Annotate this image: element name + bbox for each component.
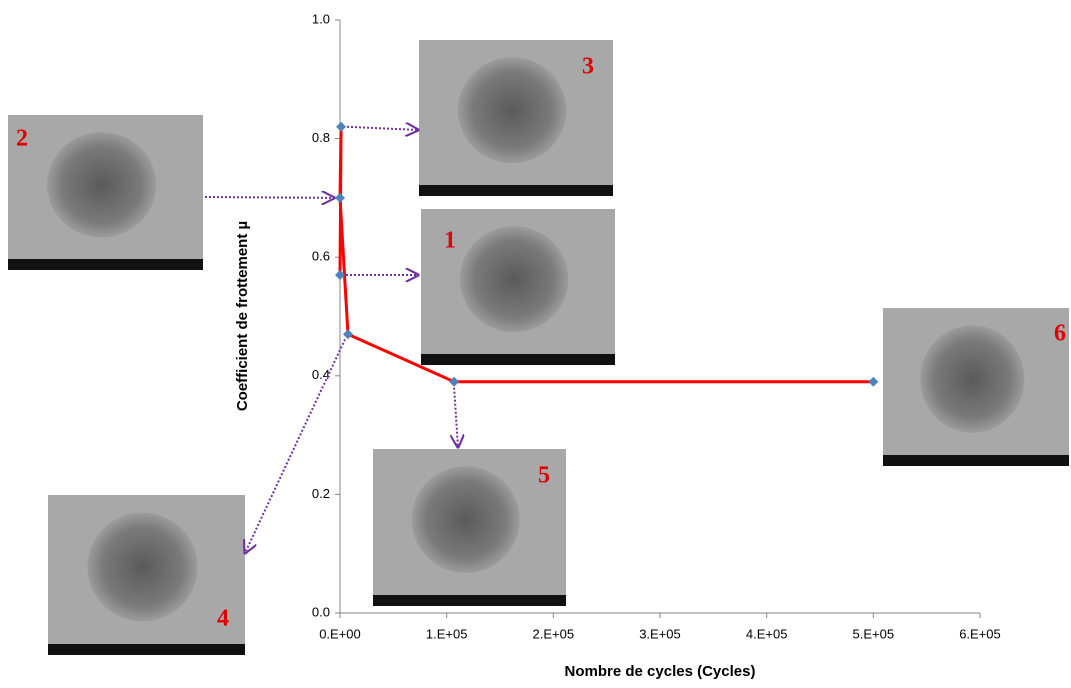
image-number: 6 (1054, 321, 1066, 347)
sem-image (883, 308, 1069, 466)
line (338, 126, 874, 384)
image-strip (883, 455, 1069, 466)
arrow (454, 387, 458, 447)
arrow (347, 127, 418, 130)
image-number: 2 (16, 126, 28, 152)
image-strip (48, 644, 245, 655)
marker (336, 121, 347, 132)
sem-image (419, 40, 613, 196)
wear-scar (47, 132, 157, 238)
marker (449, 376, 460, 387)
y-tick-label: 0.4 (312, 367, 330, 382)
y-tick-label: 0.0 (312, 604, 330, 619)
x-tick-label: 2.E+05 (533, 626, 575, 641)
image-strip (8, 259, 203, 270)
image-number: 5 (538, 463, 550, 489)
sem-image (48, 495, 245, 655)
x-tick-label: 0.E+00 (319, 626, 361, 641)
image-number: 4 (217, 606, 229, 632)
y-tick-label: 0.2 (312, 486, 330, 501)
x-tick-label: 4.E+05 (746, 626, 788, 641)
image-strip (419, 185, 613, 196)
sem-image (373, 449, 566, 606)
wear-scar (411, 466, 520, 574)
x-axis-title: Nombre de cycles (Cycles) (565, 663, 756, 680)
wear-scar (87, 512, 198, 622)
image-strip (421, 354, 615, 365)
x-tick-label: 1.E+05 (426, 626, 468, 641)
marker (335, 269, 345, 280)
wear-scar (920, 325, 1025, 433)
marker (335, 192, 345, 203)
sem-image (421, 209, 615, 365)
y-tick-label: 0.8 (312, 130, 330, 145)
x-tick-label: 3.E+05 (639, 626, 681, 641)
arrow (245, 338, 346, 553)
marker (343, 329, 353, 340)
y-axis-title: Coefficient de frottement µ (234, 221, 251, 411)
marker (868, 376, 879, 387)
x-tick-label: 5.E+05 (853, 626, 895, 641)
x-tick-label: 6.E+05 (959, 626, 1001, 641)
y-tick-label: 1.0 (312, 11, 330, 26)
y-tick-label: 0.6 (312, 249, 330, 264)
image-number: 3 (582, 54, 594, 80)
wear-scar (457, 57, 567, 164)
sem-image (8, 115, 203, 270)
image-number: 1 (444, 228, 456, 254)
arrow (204, 197, 334, 198)
image-strip (373, 595, 566, 606)
wear-scar (459, 226, 569, 333)
